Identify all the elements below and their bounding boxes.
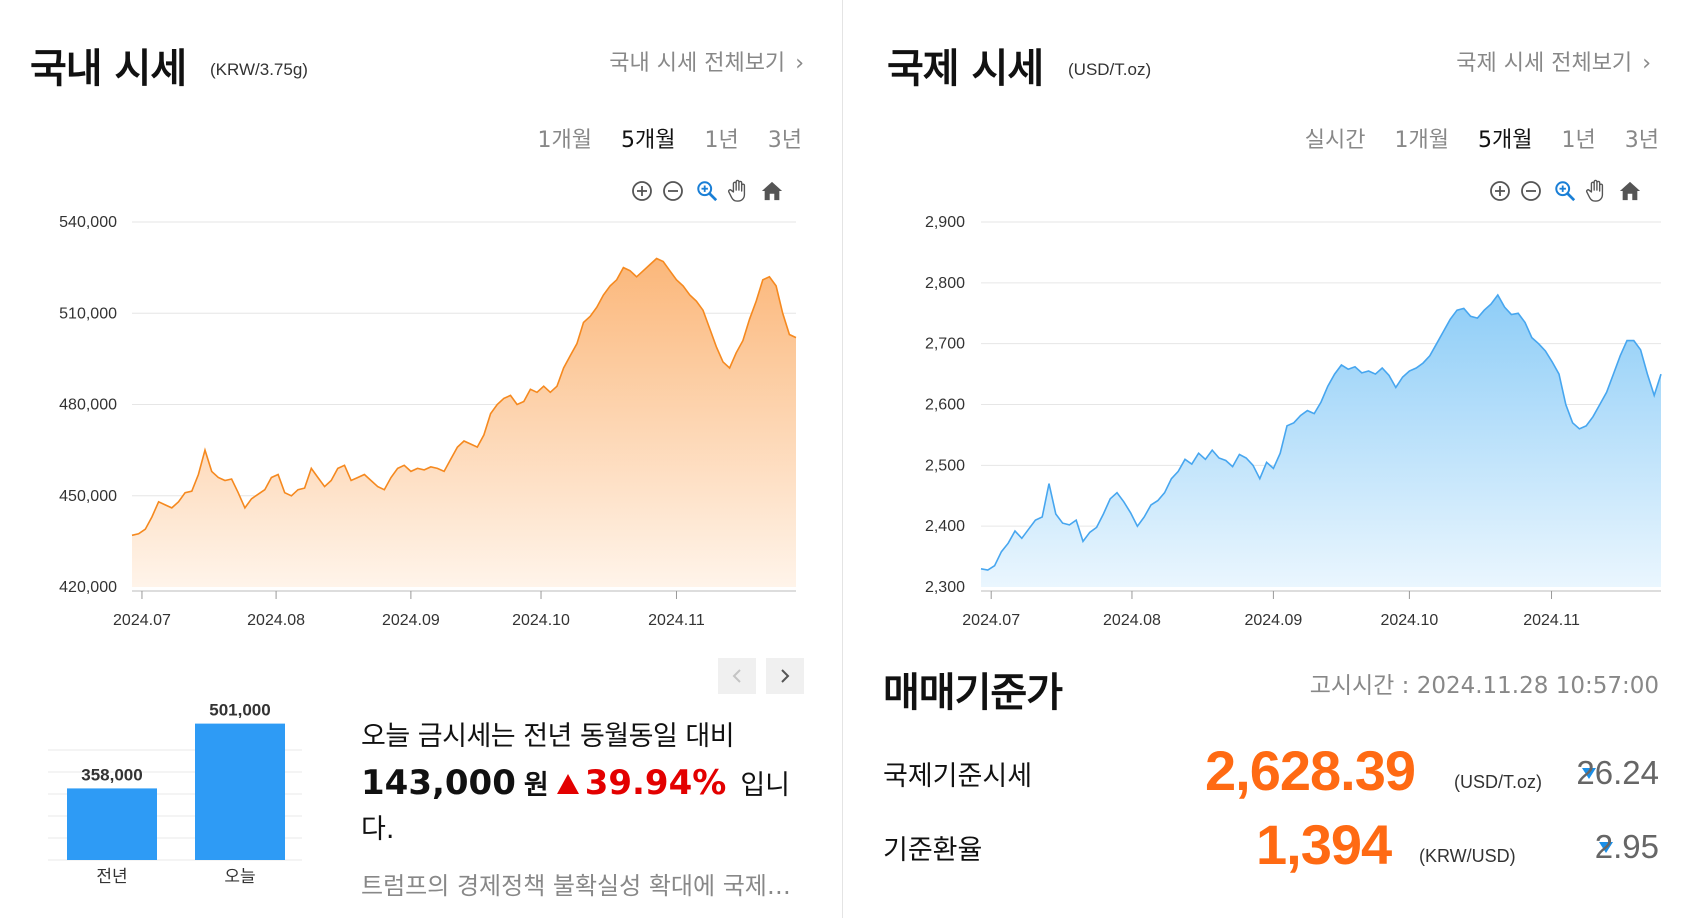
international-x-tick-label: 2024.07 xyxy=(962,612,1020,629)
compare-category-label: 전년 xyxy=(96,867,127,886)
international-x-tick-label: 2024.08 xyxy=(1103,612,1161,629)
domestic-period-tabs: 1개월 5개월 1년 3년 xyxy=(538,122,802,154)
international-view-all-link[interactable]: 국제 시세 전체보기 › xyxy=(1456,45,1651,77)
international-tab-5m[interactable]: 5개월 xyxy=(1478,128,1533,153)
domestic-x-tick-label: 2024.08 xyxy=(247,612,305,629)
summary-tail: 입니 xyxy=(740,770,791,801)
domestic-series-line xyxy=(131,257,797,537)
exchange-rate-change: 2.95 xyxy=(1594,828,1659,865)
pan-hand-icon[interactable] xyxy=(1585,179,1607,202)
compare-bar-value-label: 358,000 xyxy=(81,765,142,784)
domestic-tab-5m[interactable]: 5개월 xyxy=(621,128,676,153)
compare-category-label: 오늘 xyxy=(224,867,255,886)
international-price-chart: 2,900 2,800 2,700 2,600 2,500 2,400 2,300 2024.… xyxy=(925,214,1662,629)
summary-text: 오늘 금시세는 전년 동월동일 대비 xyxy=(361,721,735,752)
domestic-tab-1m[interactable]: 1개월 xyxy=(537,128,593,153)
exchange-rate-label: 기준환율 xyxy=(883,835,983,866)
international-x-tick-label: 2024.09 xyxy=(1244,612,1302,629)
zoom-select-icon[interactable] xyxy=(696,180,718,202)
chevron-right-icon: › xyxy=(795,51,804,76)
international-tab-3y[interactable]: 3년 xyxy=(1624,128,1659,153)
domestic-panel: 국내 시세 (KRW/3.75g) 국내 시세 전체보기 › 1개월 5개월 1년… xyxy=(0,0,842,918)
intl-base-price-change: 26.24 xyxy=(1576,754,1659,791)
international-unit: (USD/T.oz) xyxy=(1068,60,1152,79)
zoom-out-icon[interactable] xyxy=(662,180,684,202)
domestic-y-tick-label: 420,000 xyxy=(59,579,117,596)
international-tab-1y[interactable]: 1년 xyxy=(1561,128,1596,153)
international-x-tick-label: 2024.11 xyxy=(1523,612,1580,629)
year-comparison-bar-chart: 358,000 전년 501,000 오늘 xyxy=(48,701,302,886)
domestic-x-tick-label: 2024.07 xyxy=(113,612,171,629)
exchange-rate-row: 기준환율 1,394 (KRW/USD) 2.95 xyxy=(883,812,1659,876)
home-icon[interactable] xyxy=(761,180,783,202)
domestic-area-fill xyxy=(132,258,796,587)
domestic-y-tick-label: 510,000 xyxy=(59,305,117,322)
prev-button[interactable] xyxy=(718,658,756,694)
domestic-tab-1y[interactable]: 1년 xyxy=(704,128,739,153)
domestic-x-tick-label: 2024.10 xyxy=(512,612,570,629)
intl-base-price-unit: (USD/T.oz) xyxy=(1454,772,1543,792)
home-icon[interactable] xyxy=(1619,180,1641,202)
domestic-y-tick-label: 480,000 xyxy=(59,397,117,414)
international-series-line xyxy=(980,293,1662,571)
domestic-y-tick-label: 540,000 xyxy=(59,214,117,231)
domestic-unit: (KRW/3.75g) xyxy=(210,60,308,79)
next-button[interactable] xyxy=(766,658,804,694)
intl-base-price-row: 국제기준시세 2,628.39 (USD/T.oz) 26.24 xyxy=(883,738,1659,802)
international-y-tick-label: 2,400 xyxy=(925,518,965,535)
international-y-tick-label: 2,600 xyxy=(925,397,965,414)
notice-time: 고시시간 : 2024.11.28 10:57:00 xyxy=(1309,673,1659,699)
domestic-view-all-label: 국내 시세 전체보기 xyxy=(609,51,786,76)
exchange-rate-unit: (KRW/USD) xyxy=(1419,846,1516,866)
zoom-in-icon[interactable] xyxy=(1489,180,1511,202)
international-y-tick-label: 2,700 xyxy=(925,336,965,353)
compare-bar-value-label: 501,000 xyxy=(209,701,270,720)
compare-bar xyxy=(195,723,285,860)
domestic-title: 국내 시세 xyxy=(30,46,187,92)
international-tab-realtime[interactable]: 실시간 xyxy=(1304,128,1366,153)
domestic-x-tick-label: 2024.09 xyxy=(382,612,440,629)
domestic-chart-toolbar xyxy=(631,179,783,202)
base-price-title: 매매기준가 xyxy=(883,670,1063,716)
domestic-y-tick-label: 450,000 xyxy=(59,488,117,505)
domestic-price-chart: 540,000 510,000 480,000 450,000 420,000 2024.… xyxy=(59,214,797,629)
chevron-left-icon xyxy=(732,669,741,683)
down-arrow-icon xyxy=(1582,768,1596,779)
comparison-pager xyxy=(718,658,804,694)
international-area-fill xyxy=(981,295,1661,587)
domestic-x-tick-label: 2024.11 xyxy=(648,612,705,629)
news-headline-link[interactable]: 트럼프의 경제정책 불확실성 확대에 국제 금값 상승 xyxy=(361,872,791,900)
international-y-tick-label: 2,300 xyxy=(925,579,965,596)
domestic-view-all-link[interactable]: 국내 시세 전체보기 › xyxy=(609,45,804,77)
international-y-tick-label: 2,800 xyxy=(925,275,965,292)
compare-bar xyxy=(67,788,157,860)
chevron-right-icon: › xyxy=(1642,51,1651,76)
intl-base-price-value: 2,628.39 xyxy=(1205,739,1416,802)
diff-amount: 143,000 xyxy=(361,763,516,803)
diff-percent: 39.94% xyxy=(584,763,727,803)
international-tab-1m[interactable]: 1개월 xyxy=(1394,128,1450,153)
comparison-summary: 오늘 금시세는 전년 동월동일 대비 143,000 원 39.94% 입니 다… xyxy=(361,714,791,901)
exchange-rate-value: 1,394 xyxy=(1256,813,1392,876)
international-x-tick-label: 2024.10 xyxy=(1380,612,1438,629)
panel-divider xyxy=(842,0,843,918)
international-title: 국제 시세 xyxy=(887,46,1044,92)
diff-unit: 원 xyxy=(523,770,549,801)
zoom-in-icon[interactable] xyxy=(631,180,653,202)
chevron-right-icon xyxy=(781,669,790,683)
international-view-all-label: 국제 시세 전체보기 xyxy=(1456,51,1633,76)
international-panel: 국제 시세 (USD/T.oz) 국제 시세 전체보기 › 실시간 1개월 5개월… xyxy=(843,0,1689,918)
domestic-tab-3y[interactable]: 3년 xyxy=(767,128,802,153)
zoom-select-icon[interactable] xyxy=(1554,180,1576,202)
pan-hand-icon[interactable] xyxy=(727,179,749,202)
zoom-out-icon[interactable] xyxy=(1520,180,1542,202)
down-arrow-icon xyxy=(1599,842,1613,853)
up-arrow-icon xyxy=(556,774,579,794)
summary-tail-2: 다. xyxy=(361,814,395,845)
intl-base-price-label: 국제기준시세 xyxy=(883,761,1033,792)
international-y-tick-label: 2,900 xyxy=(925,214,965,231)
international-period-tabs: 실시간 1개월 5개월 1년 3년 xyxy=(1305,122,1659,154)
international-chart-toolbar xyxy=(1489,179,1641,202)
international-y-tick-label: 2,500 xyxy=(925,457,965,474)
